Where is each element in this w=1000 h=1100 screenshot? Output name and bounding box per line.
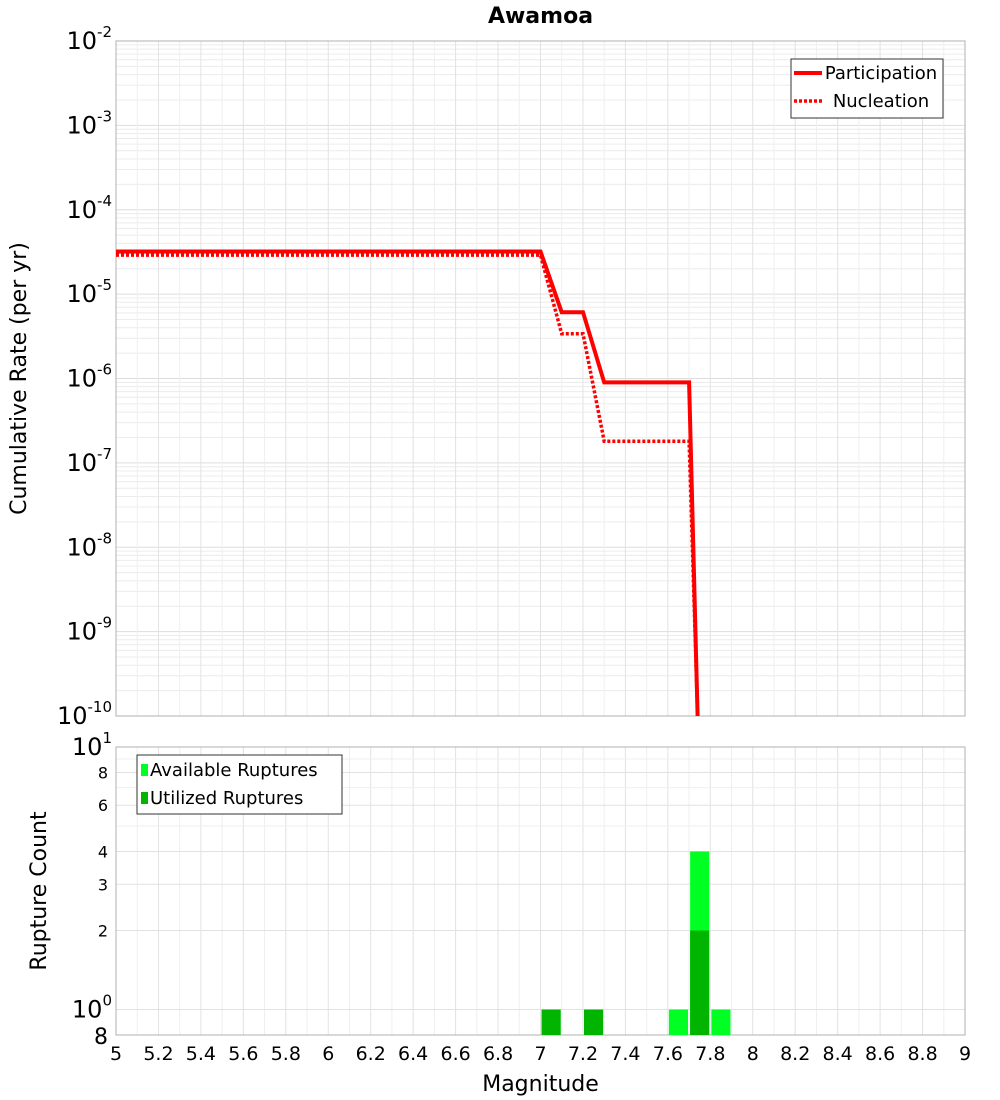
x-tick-label: 8.8 <box>907 1043 937 1065</box>
top-plot-frame <box>115 40 966 717</box>
legends: Participation Nucleation Available Rupture… <box>136 58 944 815</box>
top-y-tick-label: 10-7 <box>66 445 112 477</box>
top-y-tick-label: 10-8 <box>66 529 112 561</box>
available-legend-label: Available Ruptures <box>150 760 318 781</box>
x-tick-label: 7.4 <box>610 1043 640 1065</box>
available-rupture-bar <box>711 1009 731 1035</box>
x-tick-label: 7 <box>534 1043 546 1065</box>
plot-frames <box>115 40 966 1036</box>
top-y-tick-label: 10-5 <box>66 276 112 308</box>
x-tick-label: 8.2 <box>780 1043 810 1065</box>
x-tick-label: 8 <box>747 1043 759 1065</box>
top-y-tick-label: 10-6 <box>66 361 112 393</box>
chart-title: Awamoa <box>488 4 593 29</box>
tick-labels: 10-2 10-3 10-4 10-5 10-6 10-7 10-8 10-9 10-10101… <box>57 23 971 1065</box>
top-legend: Participation Nucleation <box>790 58 944 119</box>
x-tick-label: 5.2 <box>143 1043 173 1065</box>
x-tick-label: 8.4 <box>823 1043 853 1065</box>
participation-line <box>116 249 700 717</box>
x-tick-label: 6.8 <box>483 1043 513 1065</box>
x-tick-label: 5 <box>110 1043 122 1065</box>
bottom-y-tick-label: 101 <box>72 729 112 761</box>
bottom-y-tick-label: 8 <box>98 763 108 782</box>
chart-text: Awamoa Magnitude Cumulative Rate (per yr) R… <box>7 4 599 1097</box>
bottom-y-tick-label: 100 <box>72 992 112 1024</box>
x-tick-label: 7.8 <box>695 1043 725 1065</box>
bottom-legend-box <box>136 754 343 815</box>
bottom-y-tick-label: 4 <box>98 842 108 861</box>
utilized-legend-label: Utilized Ruptures <box>150 788 303 809</box>
top-y-tick-label: 10-4 <box>66 192 112 224</box>
top-y-axis-label: Cumulative Rate (per yr) <box>7 242 32 515</box>
utilized-legend-swatch <box>141 792 148 804</box>
x-tick-label: 7.6 <box>653 1043 683 1065</box>
top-y-tick-label: 10-3 <box>66 107 112 139</box>
rate-lines <box>116 249 700 717</box>
bottom-y-tick-label: 6 <box>98 796 108 815</box>
nucleation-line <box>116 253 700 717</box>
x-axis-label: Magnitude <box>482 1072 599 1097</box>
x-tick-label: 8.6 <box>865 1043 895 1065</box>
available-rupture-bar <box>668 1009 689 1035</box>
histogram-bars <box>541 851 731 1035</box>
bottom-plot-frame <box>115 746 966 1036</box>
top-y-tick-label: 10-9 <box>66 614 112 646</box>
x-tick-label: 6.2 <box>356 1043 386 1065</box>
bottom-y-tick-label: 3 <box>98 875 108 894</box>
bottom-y-tick-label: 8 <box>94 1025 108 1050</box>
top-legend-box <box>790 58 944 119</box>
x-tick-label: 5.4 <box>186 1043 216 1065</box>
x-tick-label: 5.8 <box>271 1043 301 1065</box>
x-tick-label: 5.6 <box>228 1043 258 1065</box>
utilized-rupture-bar <box>584 1009 604 1035</box>
grid-lines <box>115 41 966 1036</box>
top-y-tick-label: 10-10 <box>57 698 112 730</box>
bottom-legend: Available Ruptures Utilized Ruptures <box>136 754 343 815</box>
participation-legend-label: Participation <box>825 63 937 84</box>
utilized-rupture-bar <box>690 930 710 1035</box>
bottom-y-tick-label: 2 <box>98 922 108 941</box>
x-tick-label: 6.6 <box>440 1043 470 1065</box>
x-tick-label: 9 <box>959 1043 971 1065</box>
available-legend-swatch <box>141 764 148 776</box>
utilized-rupture-bar <box>541 1009 561 1035</box>
top-y-tick-label: 10-2 <box>66 23 112 55</box>
nucleation-legend-label: Nucleation <box>833 91 929 112</box>
bottom-y-axis-label: Rupture Count <box>27 811 52 971</box>
x-tick-label: 7.2 <box>568 1043 598 1065</box>
x-tick-label: 6.4 <box>398 1043 428 1065</box>
x-tick-label: 6 <box>322 1043 334 1065</box>
